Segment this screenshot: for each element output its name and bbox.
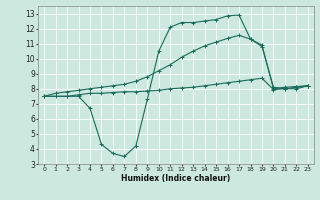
- X-axis label: Humidex (Indice chaleur): Humidex (Indice chaleur): [121, 174, 231, 183]
